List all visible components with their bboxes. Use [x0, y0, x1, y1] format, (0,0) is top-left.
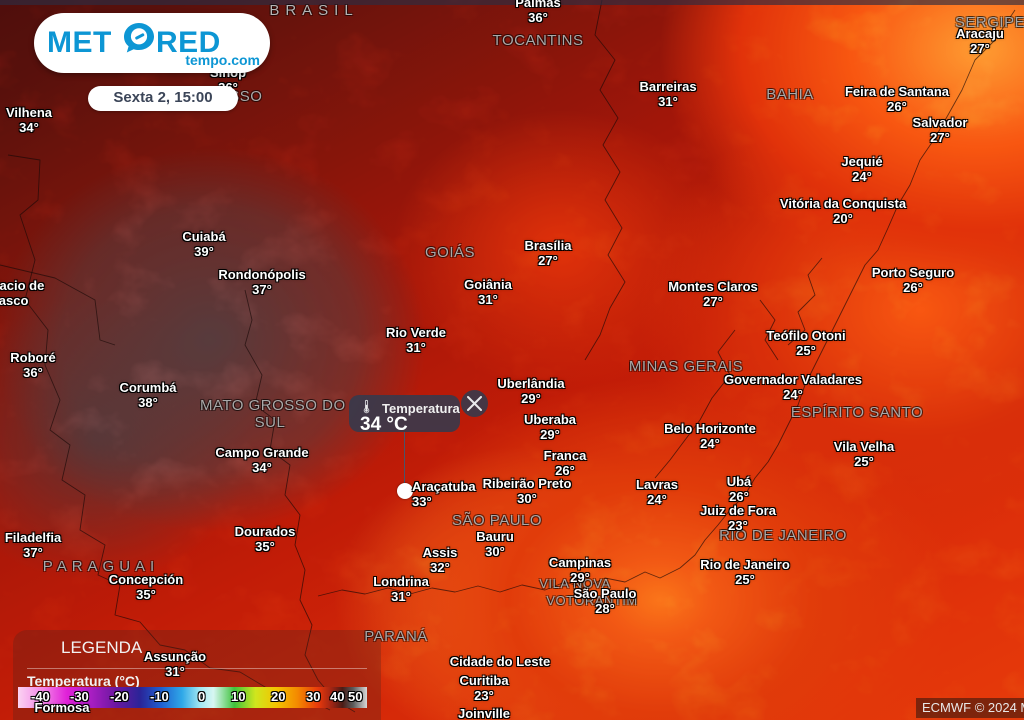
svg-text:tempo.com: tempo.com: [185, 52, 260, 68]
svg-text:MET: MET: [47, 26, 112, 59]
